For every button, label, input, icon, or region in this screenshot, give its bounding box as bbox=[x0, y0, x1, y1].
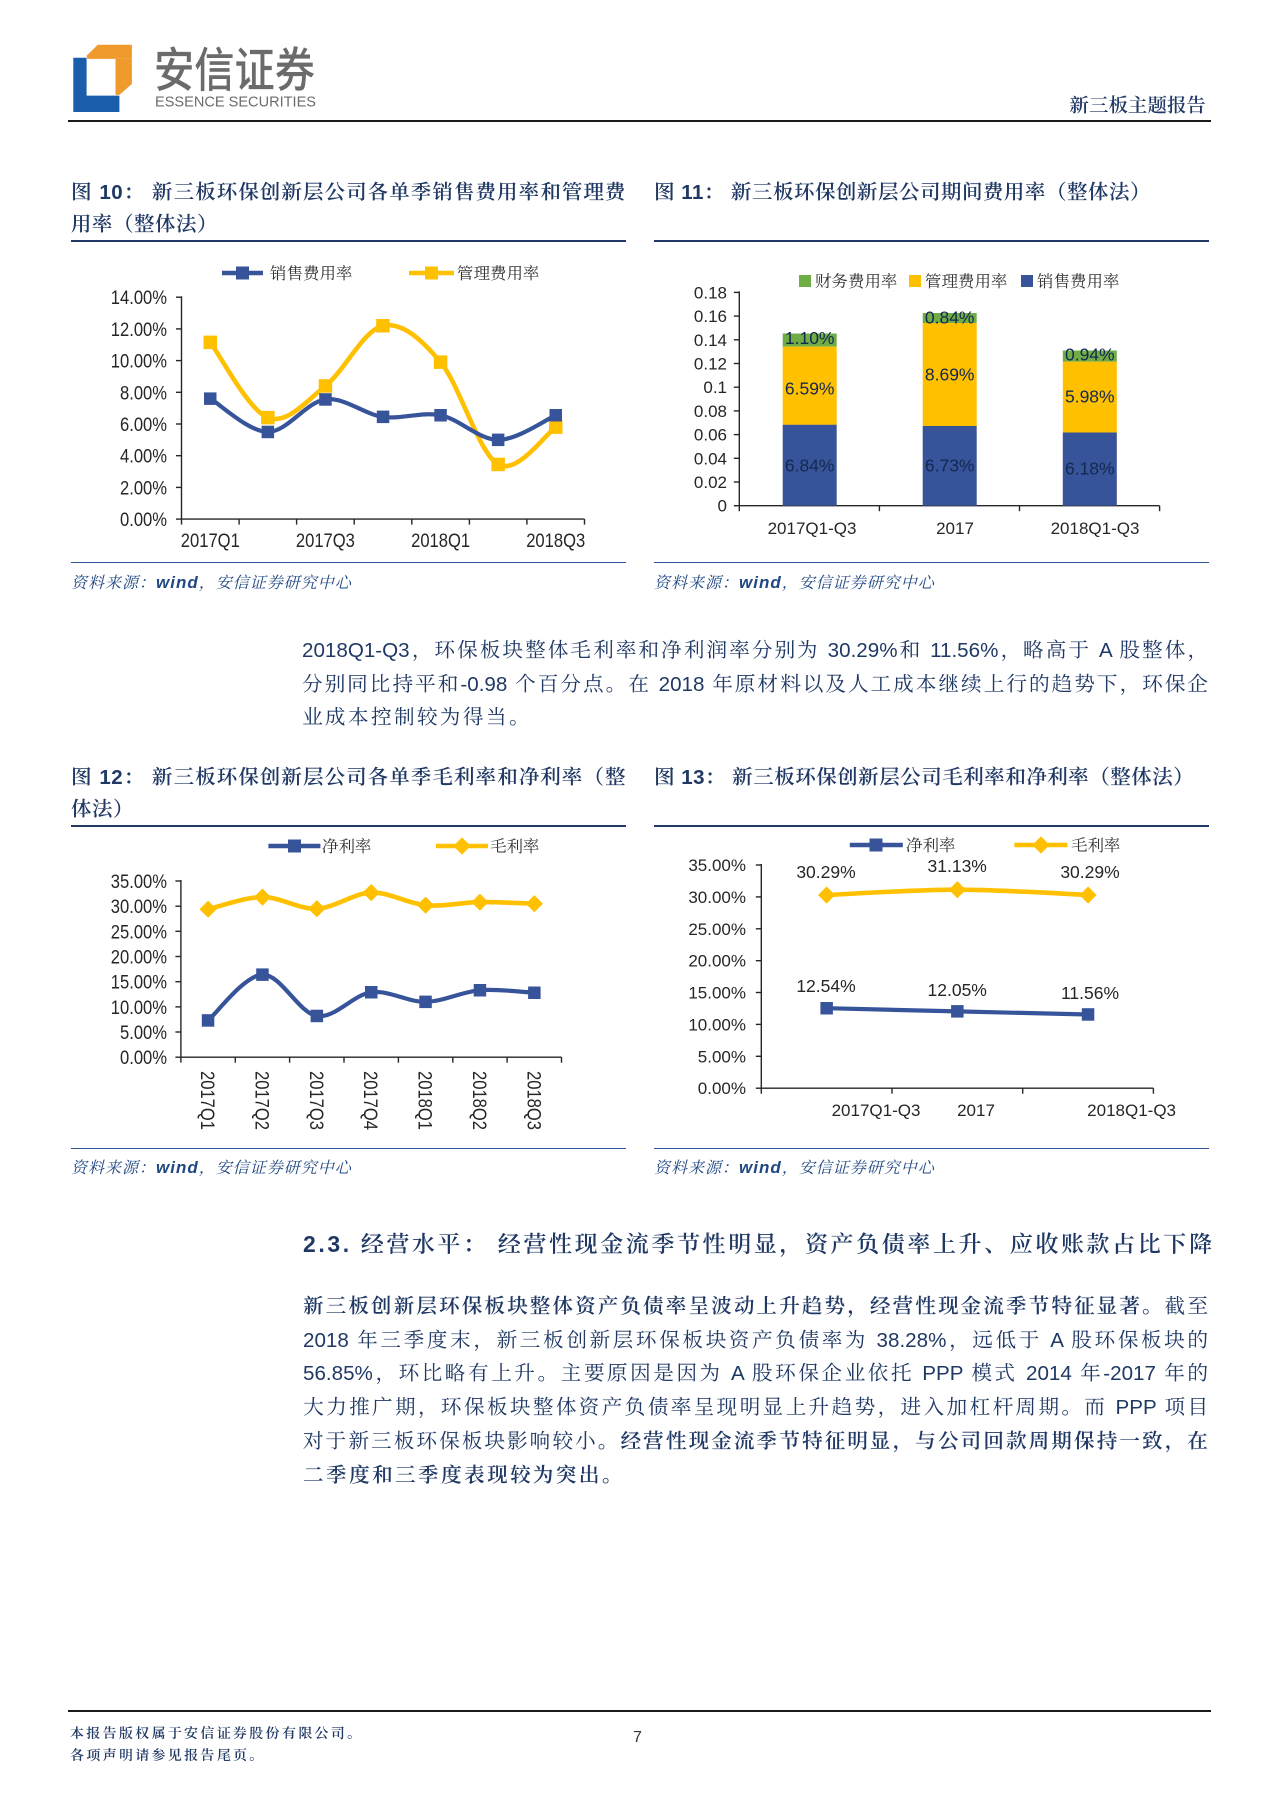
svg-text:25.00%: 25.00% bbox=[111, 921, 167, 943]
svg-text:0.08: 0.08 bbox=[694, 402, 727, 421]
svg-text:2017Q1-Q3: 2017Q1-Q3 bbox=[832, 1101, 921, 1120]
svg-text:0.94%: 0.94% bbox=[1065, 344, 1115, 364]
svg-text:10.00%: 10.00% bbox=[111, 351, 167, 373]
svg-text:6.59%: 6.59% bbox=[785, 379, 835, 399]
svg-text:25.00%: 25.00% bbox=[688, 920, 746, 939]
svg-text:毛利率: 毛利率 bbox=[490, 833, 540, 857]
svg-text:31.13%: 31.13% bbox=[928, 856, 987, 876]
svg-text:0.00%: 0.00% bbox=[120, 509, 167, 531]
svg-text:0.12: 0.12 bbox=[694, 355, 727, 374]
svg-text:4.00%: 4.00% bbox=[120, 446, 167, 468]
svg-text:销售费用率: 销售费用率 bbox=[1037, 268, 1120, 292]
svg-text:2017Q4: 2017Q4 bbox=[359, 1071, 381, 1130]
svg-text:10.00%: 10.00% bbox=[688, 1015, 746, 1034]
svg-text:2018Q1-Q3: 2018Q1-Q3 bbox=[1051, 519, 1140, 538]
svg-text:2017Q1-Q3: 2017Q1-Q3 bbox=[768, 519, 857, 538]
svg-text:6.84%: 6.84% bbox=[785, 456, 835, 476]
svg-text:2017: 2017 bbox=[936, 519, 974, 538]
svg-text:12.54%: 12.54% bbox=[796, 976, 855, 996]
svg-text:5.00%: 5.00% bbox=[698, 1047, 746, 1066]
svg-text:2017: 2017 bbox=[957, 1101, 995, 1120]
svg-text:20.00%: 20.00% bbox=[688, 952, 746, 971]
svg-text:6.73%: 6.73% bbox=[925, 456, 975, 476]
svg-text:0.00%: 0.00% bbox=[698, 1079, 746, 1098]
svg-text:净利率: 净利率 bbox=[322, 833, 372, 857]
svg-text:0.16: 0.16 bbox=[694, 307, 727, 326]
svg-text:2018Q2: 2018Q2 bbox=[468, 1071, 490, 1130]
svg-text:2017Q1: 2017Q1 bbox=[181, 530, 240, 552]
svg-text:2018Q1: 2018Q1 bbox=[414, 1071, 436, 1130]
svg-text:15.00%: 15.00% bbox=[111, 972, 167, 994]
svg-text:净利率: 净利率 bbox=[906, 832, 956, 856]
svg-text:管理费用率: 管理费用率 bbox=[457, 260, 540, 284]
svg-text:2017Q2: 2017Q2 bbox=[251, 1071, 273, 1130]
svg-text:8.00%: 8.00% bbox=[120, 382, 167, 404]
svg-text:销售费用率: 销售费用率 bbox=[270, 260, 353, 284]
svg-text:2018Q3: 2018Q3 bbox=[526, 530, 585, 552]
svg-text:安信证券: 安信证券 bbox=[154, 31, 315, 101]
svg-text:2017Q3: 2017Q3 bbox=[296, 530, 355, 552]
svg-text:20.00%: 20.00% bbox=[111, 947, 167, 969]
svg-text:14.00%: 14.00% bbox=[111, 287, 167, 309]
svg-text:30.00%: 30.00% bbox=[688, 888, 746, 907]
svg-text:0.04: 0.04 bbox=[694, 449, 727, 468]
svg-text:8.69%: 8.69% bbox=[925, 364, 975, 384]
svg-text:ESSENCE SECURITIES: ESSENCE SECURITIES bbox=[155, 94, 316, 111]
svg-text:2.00%: 2.00% bbox=[120, 477, 167, 499]
svg-text:管理费用率: 管理费用率 bbox=[925, 268, 1008, 292]
svg-text:6.00%: 6.00% bbox=[120, 414, 167, 436]
svg-text:1.10%: 1.10% bbox=[785, 328, 835, 348]
svg-text:11.56%: 11.56% bbox=[1061, 983, 1119, 1003]
svg-text:0.02: 0.02 bbox=[694, 473, 727, 492]
svg-text:35.00%: 35.00% bbox=[688, 856, 746, 875]
svg-text:12.05%: 12.05% bbox=[928, 980, 987, 1000]
svg-text:5.98%: 5.98% bbox=[1065, 387, 1115, 407]
svg-text:2018Q1: 2018Q1 bbox=[411, 530, 470, 552]
svg-text:毛利率: 毛利率 bbox=[1071, 832, 1121, 856]
svg-text:12.00%: 12.00% bbox=[111, 319, 167, 341]
svg-text:0.06: 0.06 bbox=[694, 426, 727, 445]
svg-text:0.14: 0.14 bbox=[694, 331, 727, 350]
svg-text:6.18%: 6.18% bbox=[1065, 458, 1115, 478]
svg-text:0.18: 0.18 bbox=[694, 283, 727, 302]
svg-text:2018Q1-Q3: 2018Q1-Q3 bbox=[1087, 1101, 1176, 1120]
svg-text:0.84%: 0.84% bbox=[925, 308, 975, 328]
svg-text:2018Q3: 2018Q3 bbox=[522, 1071, 544, 1130]
svg-text:0.1: 0.1 bbox=[703, 378, 727, 397]
svg-text:30.29%: 30.29% bbox=[1060, 862, 1119, 882]
svg-text:2017Q3: 2017Q3 bbox=[305, 1071, 327, 1130]
svg-text:0: 0 bbox=[718, 497, 727, 516]
svg-text:30.00%: 30.00% bbox=[111, 896, 167, 918]
svg-text:0.00%: 0.00% bbox=[120, 1047, 167, 1069]
svg-text:2017Q1: 2017Q1 bbox=[196, 1071, 218, 1130]
svg-text:5.00%: 5.00% bbox=[120, 1022, 167, 1044]
svg-text:财务费用率: 财务费用率 bbox=[815, 268, 898, 292]
svg-text:30.29%: 30.29% bbox=[796, 862, 855, 882]
svg-text:10.00%: 10.00% bbox=[111, 997, 167, 1019]
svg-text:15.00%: 15.00% bbox=[688, 984, 746, 1003]
svg-text:35.00%: 35.00% bbox=[111, 871, 167, 893]
